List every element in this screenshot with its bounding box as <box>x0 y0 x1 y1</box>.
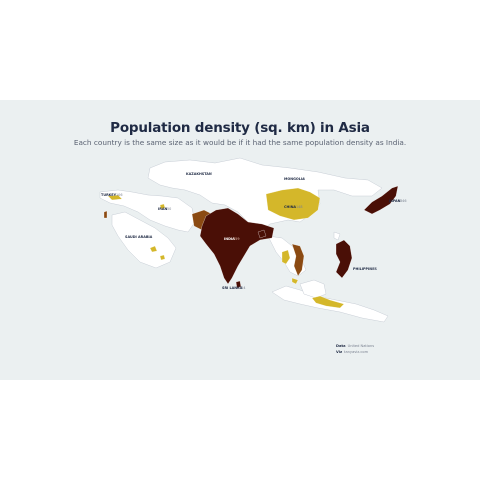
indonesia-country <box>311 295 345 309</box>
iran-state <box>159 203 166 210</box>
label-value: 16 <box>148 235 152 239</box>
credits: Data United Nations Viz tanyaviz.com <box>336 343 374 355</box>
label-name: PHILIPPINES <box>353 267 377 271</box>
japan-country <box>363 185 399 215</box>
china-country <box>265 187 321 221</box>
label-name: CHINA <box>284 205 296 209</box>
india-country <box>199 207 275 285</box>
borneo-region <box>299 279 327 299</box>
bangladesh-country <box>257 229 267 239</box>
malaysia-country <box>291 277 299 285</box>
north-landmass <box>147 157 383 231</box>
arabia-state-1 <box>149 245 158 253</box>
philippines-country <box>335 239 353 279</box>
taiwan-island <box>333 231 341 241</box>
label-value: 148 <box>296 205 302 209</box>
label-name: MONGOLIA <box>284 177 305 181</box>
label-value: 2 <box>303 177 305 181</box>
chart-subtitle: Each country is the same size as it woul… <box>73 138 407 147</box>
turkey-iran-region <box>99 189 196 233</box>
thailand-country <box>281 249 291 265</box>
label-value: 7 <box>210 172 212 176</box>
credits-viz-value: tanyaviz.com <box>344 350 369 354</box>
arabia-region <box>111 211 177 269</box>
label-value: 50 <box>167 207 171 211</box>
credits-data-label: Data <box>336 344 346 348</box>
sri-lanka-country <box>235 280 242 289</box>
credits-viz-label: Viz <box>336 350 343 354</box>
label-name: INDIA <box>224 237 235 241</box>
label-value: 106 <box>116 193 122 197</box>
label-name: TURKEY <box>101 193 117 197</box>
label-name: SAUDI ARABIA <box>125 235 153 239</box>
label-value: 346 <box>400 199 406 203</box>
arabia-state-2 <box>159 254 166 261</box>
label-name: SRI LANKA <box>222 286 243 290</box>
label-name: KAZAKHSTAN <box>186 172 212 176</box>
turkey-country <box>107 194 123 201</box>
label-value: 365 <box>370 267 376 271</box>
label-value: 459 <box>233 237 239 241</box>
israel-country <box>103 210 108 219</box>
credits-data-value: United Nations <box>347 344 375 348</box>
vietnam-country <box>291 243 305 277</box>
label-name: JAPAN <box>388 199 401 203</box>
label-value: 354 <box>239 286 245 290</box>
chart-title: Population density (sq. km) in Asia <box>110 120 370 136</box>
label-name: IRAN <box>158 207 167 211</box>
